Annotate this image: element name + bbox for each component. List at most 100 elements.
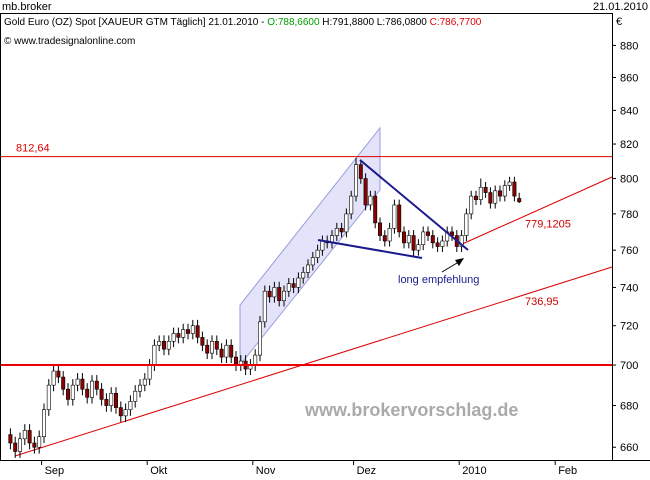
horizontal-line-label: 812,64 [16, 143, 50, 155]
candle-body [114, 392, 118, 408]
annotation: long empfehlung [398, 274, 479, 286]
x-tick-label: Feb [558, 465, 577, 477]
candle-body [296, 277, 301, 288]
candle-body [483, 186, 488, 193]
candle-body [61, 376, 66, 390]
candle-body [37, 436, 42, 448]
y-tick-label: 820 [620, 139, 638, 151]
candle-body [205, 344, 210, 354]
candle-body [51, 370, 56, 386]
candle-body [104, 399, 109, 406]
currency: € [616, 16, 622, 28]
candle-body [411, 235, 416, 251]
x-tick-label: Sep [45, 465, 65, 477]
candle-body [22, 430, 27, 440]
candle-body [152, 344, 157, 366]
candle-body [166, 341, 171, 350]
candle-body [493, 190, 498, 204]
candle-body [517, 198, 522, 203]
candle-body [474, 195, 478, 200]
y-tick-label: 700 [620, 360, 638, 372]
candle-body [339, 227, 344, 233]
y-tick-label: 740 [620, 282, 638, 294]
candle-body [502, 185, 507, 197]
candle-body [200, 337, 205, 346]
candle-body [426, 231, 430, 236]
candle-body [32, 442, 37, 448]
candle-body [464, 213, 469, 236]
triangle-line [317, 239, 423, 259]
y-tick-label: 680 [620, 401, 638, 413]
header-instrument: Gold Euro (OZ) Spot [XAUEUR GTM Täglich]… [4, 17, 267, 28]
y-tick-label: 660 [620, 442, 638, 454]
x-tick-label: 2010 [462, 465, 486, 477]
candle-body [190, 325, 195, 334]
trend-line [14, 266, 613, 457]
header-close: C:786,7700 [430, 17, 482, 28]
candle-body [186, 329, 190, 334]
trend-channel [239, 126, 381, 367]
candle-body [488, 192, 493, 204]
candle-body [416, 244, 421, 251]
candle-body [109, 392, 114, 406]
candle-body [430, 235, 435, 244]
candle-body [440, 240, 445, 247]
triangle-line [359, 159, 469, 251]
candle-body [368, 195, 373, 206]
candle-body [406, 235, 411, 244]
candle-body [219, 348, 224, 358]
candle-body [320, 240, 325, 251]
candle-body [138, 384, 142, 392]
y-tick-label: 860 [620, 73, 638, 85]
window-title: mb.broker [2, 1, 52, 13]
candle-body [229, 344, 234, 358]
candle-body [118, 407, 123, 417]
candle-body [358, 164, 363, 179]
candle-body [344, 213, 349, 233]
candle-body [210, 341, 214, 354]
candle-body [171, 333, 176, 342]
candle-body [142, 378, 147, 386]
candle-body [301, 272, 306, 279]
arrow-head [455, 258, 464, 266]
candle-body [42, 409, 46, 438]
header-high-low: H:791,8800 L:786,0800 [320, 17, 430, 28]
candle-body [402, 231, 406, 244]
candle-body [147, 364, 152, 380]
candle-body [181, 329, 186, 338]
source: © www.tradesignalonline.com [4, 36, 135, 47]
candle-body [387, 227, 392, 242]
candle-body [258, 321, 262, 356]
candle-body [128, 401, 133, 410]
candle-body [498, 190, 502, 197]
y-tick-label: 760 [620, 245, 638, 257]
candle-body [349, 195, 354, 215]
candle-body [363, 178, 368, 206]
watermark: www.brokervorschlag.de [304, 400, 518, 420]
y-tick-label: 800 [620, 174, 638, 186]
candle-body [291, 283, 296, 288]
candle-body [94, 380, 99, 390]
candle-body [80, 378, 85, 390]
line-label: 779,1205 [525, 218, 571, 230]
candle-body [70, 384, 75, 400]
candle-body [272, 287, 277, 298]
x-tick-label: Okt [150, 465, 167, 477]
candle-body [435, 242, 440, 247]
candle-body [478, 186, 483, 200]
candle-body [13, 442, 18, 452]
line-label: 736,95 [525, 296, 559, 308]
candle-body [27, 430, 32, 444]
candle-body [382, 235, 387, 242]
candle-body [512, 181, 517, 197]
candle-body [224, 344, 229, 358]
y-tick-label: 880 [620, 40, 638, 52]
candle-body [378, 222, 382, 236]
candle-body [90, 380, 94, 398]
trend-line [459, 176, 613, 246]
candle-body [421, 231, 426, 245]
candle-body [214, 341, 219, 350]
candle-body [306, 264, 310, 273]
candle-body [157, 341, 162, 346]
